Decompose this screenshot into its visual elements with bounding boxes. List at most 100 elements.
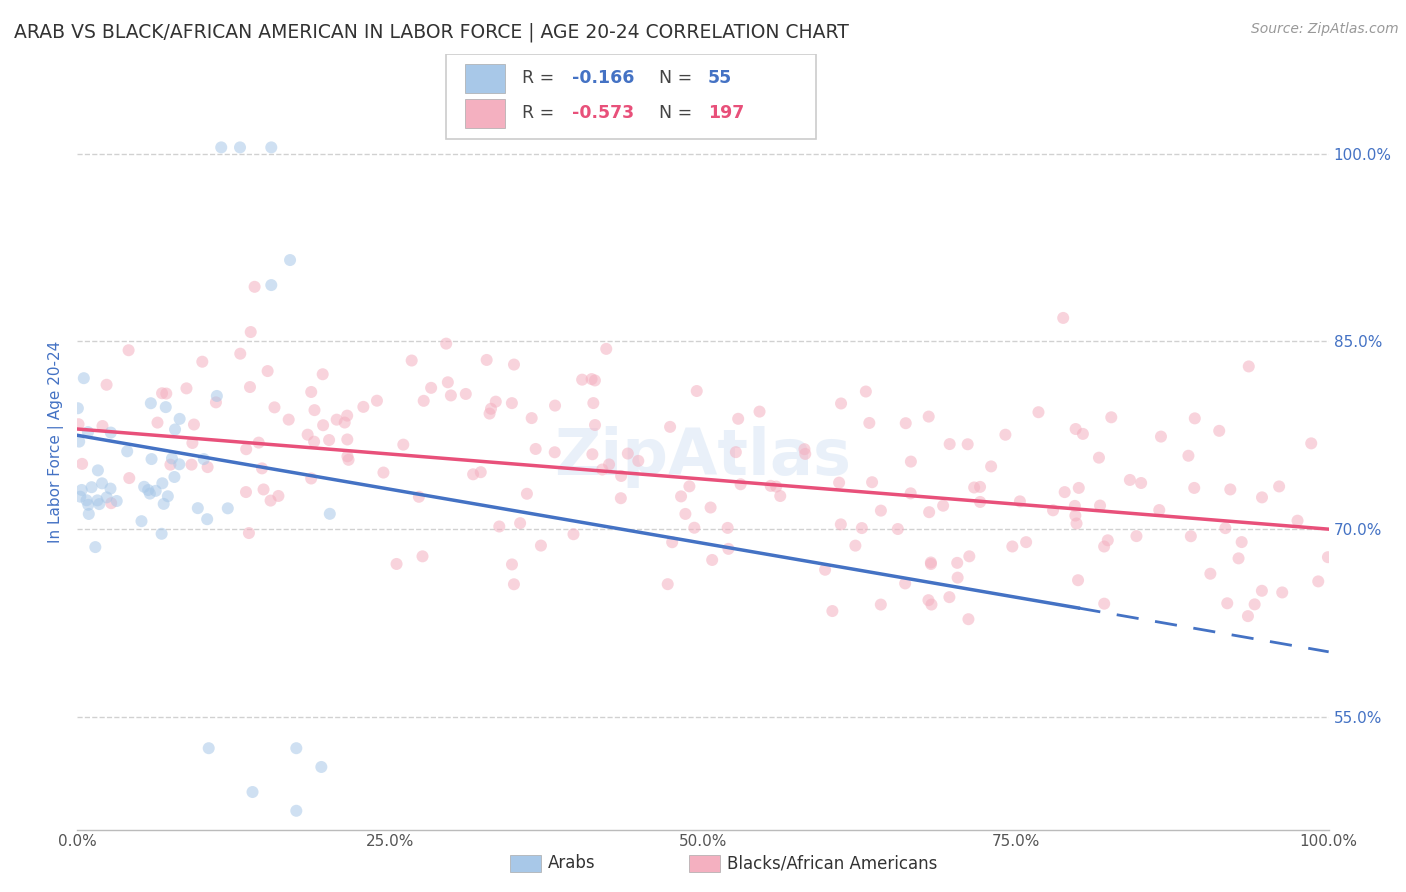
Point [918,505,941,519]
Point [260,140,283,154]
Point [844,539,866,553]
Point [544,445,567,459]
Point [461,467,484,482]
Point [582,396,605,410]
Point [932,499,955,513]
Point [412,393,434,408]
Point [155,386,177,401]
Point [325,412,347,426]
Point [1064,508,1087,523]
Point [855,384,877,399]
Point [373,466,395,480]
Point [980,459,1002,474]
Point [1216,596,1239,610]
Point [105,494,128,508]
Point [420,381,443,395]
Point [702,553,724,567]
Point [1042,503,1064,517]
Point [191,355,214,369]
Point [66,401,89,416]
Point [727,412,749,426]
Point [392,437,415,451]
Point [1066,516,1088,531]
Point [598,458,620,472]
Point [1251,491,1274,505]
Point [131,514,153,528]
Point [501,396,523,410]
Point [1230,535,1253,549]
Point [235,442,257,457]
Point [1149,503,1171,517]
Point [195,512,218,526]
Point [969,495,991,509]
Point [302,434,325,449]
Point [239,325,262,339]
Point [917,593,939,607]
Point [117,343,139,358]
Point [1125,529,1147,543]
Point [1064,422,1087,436]
Point [454,387,477,401]
Point [1130,475,1153,490]
Point [860,475,883,490]
Point [657,577,679,591]
Point [118,471,141,485]
Point [479,401,502,416]
Point [1237,359,1260,374]
Point [1316,550,1339,565]
Point [524,442,547,456]
Point [150,526,173,541]
Point [1227,551,1250,566]
Text: N =: N = [659,104,697,122]
Point [717,521,740,535]
Point [67,434,90,449]
Point [73,371,96,385]
Point [77,507,100,521]
Point [311,760,333,774]
Point [205,389,228,403]
Point [1063,499,1085,513]
Point [187,501,209,516]
Point [900,486,922,500]
Point [920,598,942,612]
Point [100,496,122,510]
Text: Blacks/African Americans: Blacks/African Americans [727,855,938,872]
Point [259,493,281,508]
Point [562,527,585,541]
Point [197,741,219,756]
Point [180,458,202,472]
Point [748,404,770,418]
Point [235,485,257,500]
Point [139,396,162,410]
Point [957,549,980,564]
Point [1092,597,1115,611]
Point [821,604,844,618]
Point [169,412,191,426]
Text: Source: ZipAtlas.com: Source: ZipAtlas.com [1251,22,1399,37]
Point [918,409,941,424]
Point [152,497,174,511]
Point [89,497,111,511]
Point [1177,449,1199,463]
Point [610,469,633,483]
Point [1071,426,1094,441]
Point [139,486,162,500]
Point [311,854,333,868]
Point [297,427,319,442]
Point [724,445,747,459]
Point [617,446,640,460]
Point [312,418,335,433]
Point [67,417,90,432]
Text: N =: N = [659,70,697,87]
Point [1268,479,1291,493]
Point [1184,411,1206,425]
FancyBboxPatch shape [465,63,505,93]
Text: ZipAtlas: ZipAtlas [554,426,852,488]
Point [1119,473,1142,487]
Point [1097,533,1119,548]
FancyBboxPatch shape [465,98,505,128]
Point [957,612,980,626]
FancyBboxPatch shape [447,54,815,139]
Point [160,451,183,466]
Point [894,416,917,430]
